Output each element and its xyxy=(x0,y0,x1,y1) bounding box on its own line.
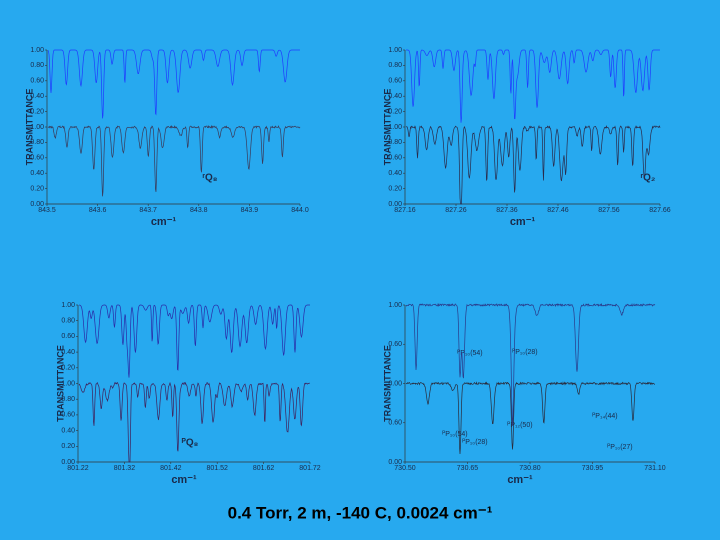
y-tick-label: 0.60 xyxy=(388,155,402,162)
y-tick-label: 1.00 xyxy=(30,47,44,54)
annotation: ᴾP₁₀(54) xyxy=(457,350,482,357)
annotation: ᴾP₁₄(44) xyxy=(592,413,617,420)
y-tick-label: 0.20 xyxy=(61,365,75,372)
spectrum-trace xyxy=(78,304,310,378)
x-tick-label: 843.6 xyxy=(89,207,107,214)
y-tick-label: 0.60 xyxy=(61,412,75,419)
y-tick-label: 0.00 xyxy=(388,380,402,387)
y-tick-label: 0.00 xyxy=(388,459,402,466)
y-tick-label: 0.20 xyxy=(30,185,44,192)
x-tick-label: 844.0 xyxy=(291,207,309,214)
y-tick-label: 1.00 xyxy=(61,380,75,387)
x-tick-label: 730.65 xyxy=(457,465,479,472)
y-tick-label: 0.80 xyxy=(30,62,44,69)
caption: 0.4 Torr, 2 m, -140 C, 0.0024 cm⁻¹ xyxy=(228,503,493,522)
y-tick-label: 0.80 xyxy=(61,396,75,403)
annotation: ʳQ₂ xyxy=(641,173,656,184)
annotation: ᴾP₁₂(50) xyxy=(507,422,532,429)
y-tick-label: 1.00 xyxy=(388,124,402,131)
y-tick-label: 0.80 xyxy=(388,139,402,146)
spectrum-trace xyxy=(406,49,660,123)
x-tick-label: 730.95 xyxy=(582,465,604,472)
x-axis-title: cm⁻¹ xyxy=(510,216,536,228)
x-tick-label: 731.10 xyxy=(644,465,666,472)
y-tick-label: 0.60 xyxy=(30,78,44,85)
x-tick-label: 801.22 xyxy=(67,465,89,472)
x-tick-label: 730.50 xyxy=(394,465,416,472)
y-tick-label: 0.80 xyxy=(388,62,402,69)
annotation: ʳQ₈ xyxy=(203,173,218,184)
x-tick-label: 801.32 xyxy=(114,465,136,472)
x-axis-title: cm⁻¹ xyxy=(171,474,197,486)
y-tick-label: 0.20 xyxy=(388,108,402,115)
y-tick-label: 0.40 xyxy=(388,93,402,100)
x-tick-label: 827.36 xyxy=(496,207,518,214)
x-tick-label: 827.16 xyxy=(394,207,416,214)
y-tick-label: 0.40 xyxy=(30,170,44,177)
spectrum-trace xyxy=(405,381,655,455)
y-tick-label: 1.00 xyxy=(388,302,402,309)
x-tick-label: 843.7 xyxy=(139,207,157,214)
annotation: ᴾP₁₀(28) xyxy=(462,439,487,446)
y-tick-label: 0.60 xyxy=(30,155,44,162)
y-axis-title: TRANSMITTANCE xyxy=(382,345,392,422)
y-tick-label: 0.20 xyxy=(30,108,44,115)
annotation: ᴾP₁₀(27) xyxy=(607,444,632,451)
x-tick-label: 827.26 xyxy=(445,207,467,214)
y-axis-title: TRANSMITTANCE xyxy=(24,89,34,166)
spectrum-trace xyxy=(47,49,300,119)
y-tick-label: 0.80 xyxy=(61,318,75,325)
y-tick-label: 0.20 xyxy=(61,443,75,450)
y-tick-label: 0.20 xyxy=(388,185,402,192)
y-tick-label: 1.00 xyxy=(388,47,402,54)
x-tick-label: 827.46 xyxy=(547,207,569,214)
spectrum-trace xyxy=(405,302,656,427)
chart: 1.00 0.80 0.60 0.40 0.20 1.00 0.80 0.60 0.40 0.20… xyxy=(55,302,320,486)
spectrum-trace xyxy=(47,124,301,197)
y-tick-label: 0.60 xyxy=(388,341,402,348)
x-tick-label: 827.66 xyxy=(649,207,671,214)
x-tick-label: 843.5 xyxy=(38,207,56,214)
x-axis-title: cm⁻¹ xyxy=(507,474,533,486)
annotation: ᴾP₁₀(28) xyxy=(512,349,537,356)
x-tick-label: 801.42 xyxy=(160,465,182,472)
y-tick-label: 0.40 xyxy=(388,170,402,177)
y-tick-label: 1.00 xyxy=(30,124,44,131)
y-axis-title: TRANSMITTANCE xyxy=(382,89,392,166)
x-tick-label: 801.62 xyxy=(253,465,275,472)
y-axis-title: TRANSMITTANCE xyxy=(55,345,65,422)
x-tick-label: 801.52 xyxy=(206,465,228,472)
x-tick-label: 843.8 xyxy=(190,207,208,214)
y-tick-label: 0.40 xyxy=(61,427,75,434)
y-tick-label: 0.60 xyxy=(388,78,402,85)
y-tick-label: 0.40 xyxy=(30,93,44,100)
y-tick-label: 0.00 xyxy=(61,459,75,466)
x-tick-label: 801.72 xyxy=(299,465,321,472)
y-tick-label: 0.80 xyxy=(30,139,44,146)
x-tick-label: 730.80 xyxy=(519,465,541,472)
y-tick-label: 0.40 xyxy=(61,349,75,356)
y-tick-label: 0.00 xyxy=(30,201,44,208)
annotation: ᴾP₁₀(54) xyxy=(442,431,467,438)
x-tick-label: 827.56 xyxy=(598,207,620,214)
x-tick-label: 843.9 xyxy=(241,207,259,214)
spectrum-trace xyxy=(405,124,661,205)
y-tick-label: 0.00 xyxy=(388,201,402,208)
annotation: ᴾQ₈ xyxy=(182,438,199,449)
chart: 1.00 0.80 0.60 0.40 0.20 1.00 0.80 0.60 0.40 0.20… xyxy=(382,47,670,228)
x-axis-title: cm⁻¹ xyxy=(151,216,177,228)
y-tick-label: 0.60 xyxy=(61,333,75,340)
y-tick-label: 1.00 xyxy=(61,302,75,309)
y-tick-label: 0.60 xyxy=(388,420,402,427)
spectrum-trace xyxy=(78,381,311,463)
chart: 1.00 0.80 0.60 0.40 0.20 1.00 0.80 0.60 0.40 0.20… xyxy=(24,47,308,228)
